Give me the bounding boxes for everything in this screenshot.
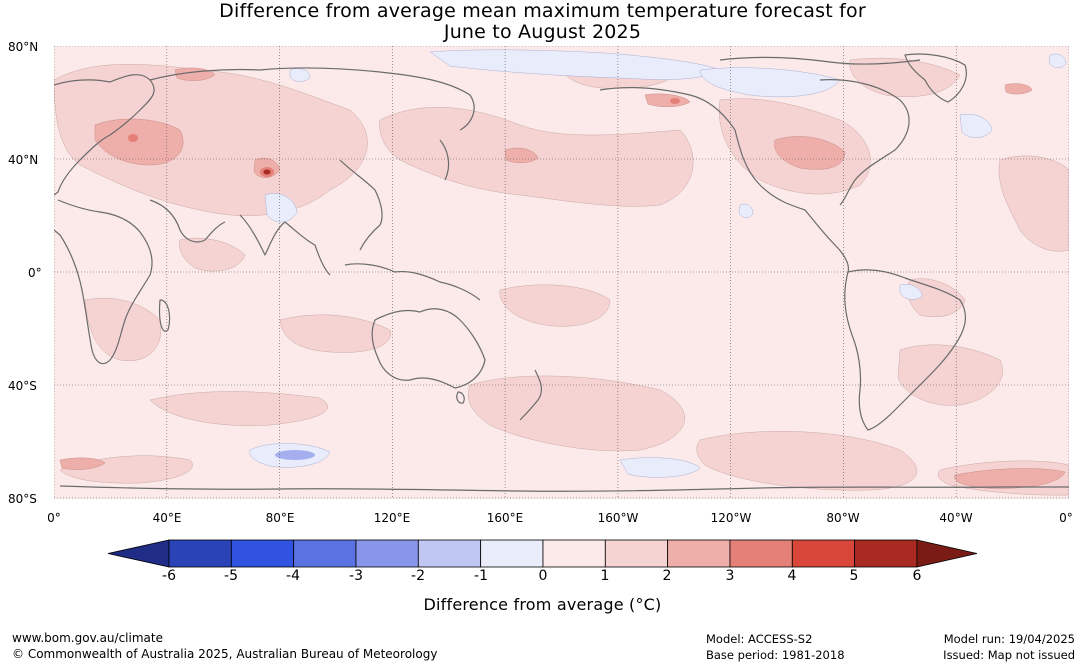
colorbar-caption: Difference from average (°C): [423, 595, 662, 614]
colorbar-bin: [729, 539, 793, 568]
colorbar: [107, 539, 978, 568]
anomaly-1-2-regions: [54, 57, 1069, 496]
colorbar-tick: 6: [912, 568, 922, 584]
colorbar-bin: [854, 539, 918, 568]
footer-model-run: Model run: 19/04/2025: [943, 632, 1075, 646]
colorbar-tick: 3: [725, 568, 735, 584]
footer-url: www.bom.gov.au/climate: [12, 631, 163, 645]
colorbar-bin: [480, 539, 544, 568]
colorbar-tick: -6: [162, 568, 176, 584]
lon-label-40e: 40°E: [152, 511, 182, 525]
colorbar-tick: -5: [224, 568, 238, 584]
colorbar-tick: -2: [411, 568, 425, 584]
lon-label-40w: 40°W: [939, 511, 973, 525]
lon-label-80w: 80°W: [826, 511, 860, 525]
lon-label-160w: 160°W: [597, 511, 639, 525]
hotspot-europe: [128, 134, 138, 142]
lat-label-40s: 40°S: [8, 379, 37, 393]
hotspot-central-asia-core: [263, 169, 271, 175]
footer-copyright: © Commonwealth of Australia 2025, Austra…: [12, 647, 438, 661]
lon-label-120e: 120°E: [373, 511, 411, 525]
colorbar-bin: [230, 539, 295, 568]
colorbar-bin: [168, 539, 232, 568]
lon-label-0-left: 0°: [47, 511, 61, 525]
colorbar-bin: [667, 539, 731, 568]
footer-issued: Issued: Map not issued: [943, 648, 1075, 662]
colorbar-bin: [542, 539, 606, 568]
lat-label-80s: 80°S: [8, 492, 37, 506]
map-title-line-1: Difference from average mean maximum tem…: [219, 0, 866, 22]
colorbar-bin: [604, 539, 669, 568]
colorbar-bin: [417, 539, 482, 568]
coastlines: [54, 53, 1069, 492]
graticule: [54, 46, 1069, 499]
lon-label-160e: 160°E: [486, 511, 524, 525]
colorbar-tick: 4: [787, 568, 797, 584]
colorbar-bin: [355, 539, 419, 568]
colorbar-bin: [791, 539, 856, 568]
lat-label-40n: 40°N: [8, 153, 39, 167]
colorbar-tick: -3: [349, 568, 363, 584]
lon-label-120w: 120°W: [710, 511, 752, 525]
hotspot-alaska: [670, 98, 680, 104]
lon-label-80e: 80°E: [265, 511, 295, 525]
colorbar-bin: [293, 539, 357, 568]
colorbar-tick: 5: [849, 568, 859, 584]
lat-label-80n: 80°N: [8, 40, 39, 54]
colorbar-tick: 2: [662, 568, 672, 584]
footer-model: Model: ACCESS-S2: [706, 632, 813, 646]
map-title-line-2: June to August 2025: [443, 21, 642, 43]
colorbar-tick: -1: [474, 568, 488, 584]
lat-label-0: 0°: [28, 266, 42, 280]
cold-spot-southern-ocean: [275, 450, 315, 460]
colorbar-tick: 1: [600, 568, 610, 584]
colorbar-tick: 0: [538, 568, 548, 584]
footer-base-period: Base period: 1981-2018: [706, 648, 845, 662]
anomaly-neg1-0-regions: [249, 49, 1067, 478]
colorbar-tick: -4: [286, 568, 300, 584]
colorbar-extend-min: [107, 539, 170, 568]
colorbar-extend-max: [916, 539, 978, 568]
lon-label-0-right: 0°: [1059, 511, 1073, 525]
